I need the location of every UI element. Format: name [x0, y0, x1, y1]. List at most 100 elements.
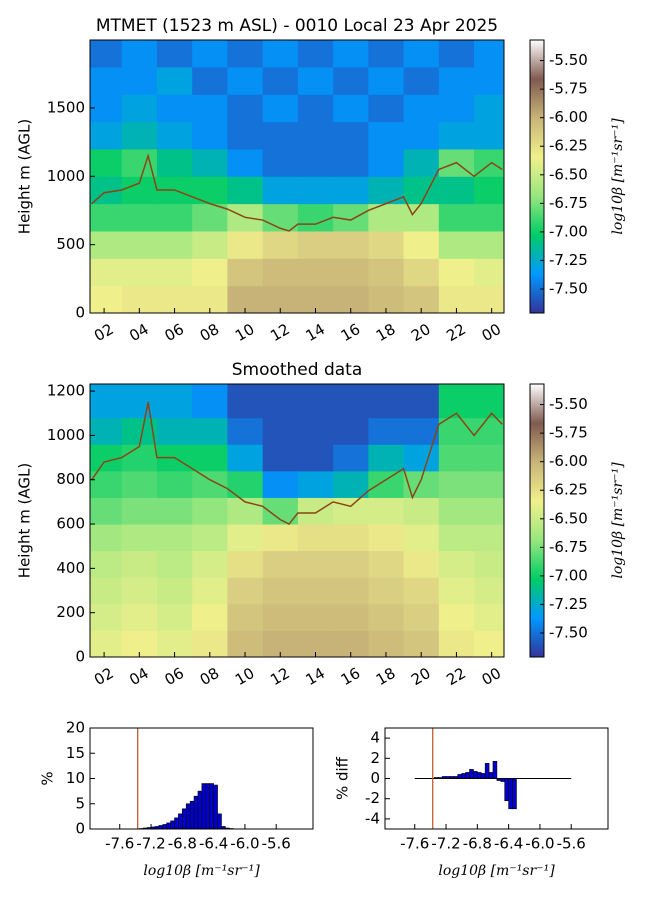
heat-cell	[121, 66, 158, 95]
heat-cell	[368, 550, 405, 578]
heat-cell	[333, 121, 369, 150]
heat-cell	[227, 577, 264, 605]
colorbar-tick-label: -6.00	[549, 108, 588, 126]
heat-cell	[90, 258, 123, 287]
heat-cell	[192, 470, 228, 498]
heat-cell	[368, 524, 405, 552]
colorbar-tick-label: -5.75	[549, 80, 588, 98]
heat-cell	[227, 391, 264, 419]
heat-cell	[227, 550, 264, 578]
colorbar-tick-label: -6.25	[549, 137, 588, 155]
heat-cell	[90, 391, 123, 419]
heat-cell	[121, 230, 158, 259]
heat-cell	[227, 230, 264, 259]
x-tick-label: 22	[443, 664, 469, 689]
colorbar-tick-label: -7.25	[549, 251, 588, 269]
heat-cell	[227, 66, 264, 95]
heat-cell	[90, 285, 123, 313]
heat-cell	[403, 603, 440, 631]
hist-bar	[189, 800, 195, 829]
y-tick-label: 1000	[47, 167, 85, 185]
heat-cell	[474, 285, 504, 313]
colorbar-tick-label: -6.75	[549, 538, 588, 556]
hist-bar	[166, 822, 171, 829]
heat-cell	[297, 148, 334, 177]
heat-cell	[262, 603, 299, 631]
heat-cell	[192, 524, 228, 552]
hist-bar	[480, 773, 486, 779]
heat-cell	[474, 603, 504, 631]
heat-cell	[192, 577, 228, 605]
x-tick-label: 12	[267, 320, 293, 345]
y-axis-label: Height m (AGL)	[16, 463, 34, 578]
heat-cell	[368, 444, 405, 472]
colorbar-tick-label: -6.75	[549, 194, 588, 212]
chart-title: MTMET (1523 m ASL) - 0010 Local 23 Apr 2…	[96, 16, 498, 36]
heat-cell	[262, 444, 299, 472]
hist-bar	[461, 773, 466, 779]
hist-bar	[488, 772, 494, 779]
x-tick-label: 10	[232, 664, 258, 689]
heat-cell	[227, 176, 264, 205]
heat-cell	[297, 230, 334, 259]
hist-bar	[158, 825, 164, 829]
heat-cell	[438, 497, 475, 525]
x-tick-label: -7.6	[400, 835, 429, 853]
heat-cell	[192, 148, 228, 177]
heat-cell	[121, 444, 158, 472]
heat-cell	[438, 40, 475, 68]
heat-cell	[227, 148, 264, 177]
y-tick-label: 500	[56, 235, 85, 253]
heat-cell	[297, 497, 334, 525]
heat-cell	[438, 258, 475, 287]
heat-cell	[474, 470, 504, 498]
plot-area	[414, 728, 572, 829]
heat-cell	[227, 121, 264, 150]
heat-cell	[192, 550, 228, 578]
heat-cell	[121, 40, 158, 68]
heat-cell	[297, 444, 334, 472]
axes-frame	[89, 727, 314, 830]
heat-cell	[262, 391, 299, 419]
x-tick-label: -6.4	[494, 835, 523, 853]
heat-cell	[474, 176, 504, 205]
hist-bar	[512, 778, 517, 810]
x-tick-label: 14	[302, 320, 328, 345]
heat-cell	[121, 384, 158, 392]
x-tick-label: -6.8	[463, 835, 492, 853]
heat-cell	[90, 230, 123, 259]
colorbar-tick-label: -5.50	[549, 395, 588, 413]
heat-cell	[297, 121, 334, 150]
hist-bar	[197, 790, 203, 829]
heat-cell	[90, 40, 123, 68]
heat-cell	[474, 577, 504, 605]
heat-cell	[192, 417, 228, 445]
heat-cell	[297, 40, 334, 68]
heat-cell	[262, 40, 299, 68]
heat-cell	[333, 524, 369, 552]
heat-cell	[156, 577, 193, 605]
x-tick-label: 14	[302, 664, 328, 689]
y-tick-label: 0	[370, 769, 380, 787]
x-tick-label: 06	[162, 664, 188, 689]
x-tick-label: 12	[267, 664, 293, 689]
heat-cell	[262, 94, 299, 123]
heat-cell	[262, 203, 299, 232]
heat-cell	[121, 577, 158, 605]
y-tick-label: 10	[66, 769, 85, 787]
heat-cell	[156, 391, 193, 419]
heat-cell	[438, 550, 475, 578]
hist-bar	[465, 772, 470, 779]
heat-cell	[333, 148, 369, 177]
heat-cell	[368, 230, 405, 259]
heat-cell	[262, 417, 299, 445]
y-tick-label: 400	[56, 559, 85, 577]
colorbar-tick-label: -7.00	[549, 222, 588, 240]
heat-cell	[262, 550, 299, 578]
x-tick-label: 18	[373, 320, 399, 345]
x-tick-label: -6.0	[525, 835, 554, 853]
y-tick-label: 0	[75, 304, 85, 322]
heat-cell	[333, 550, 369, 578]
heat-cell	[333, 603, 369, 631]
